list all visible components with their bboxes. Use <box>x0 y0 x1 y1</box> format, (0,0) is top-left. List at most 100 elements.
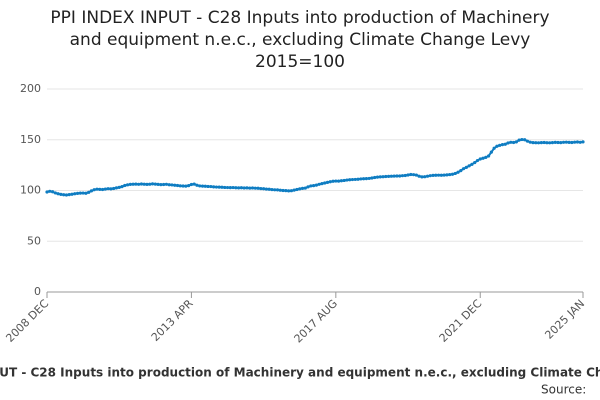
data-point <box>520 137 524 142</box>
data-point <box>434 173 438 177</box>
data-point <box>314 183 318 187</box>
data-point <box>264 187 268 191</box>
data-point <box>328 180 332 184</box>
data-point <box>248 186 252 190</box>
data-point <box>228 186 232 190</box>
data-point <box>481 156 485 160</box>
legend-label: PPI INDEX INPUT - C28 Inputs into produc… <box>0 366 600 380</box>
data-point <box>139 182 144 186</box>
data-point <box>259 186 263 191</box>
data-point <box>553 140 557 144</box>
data-point <box>478 157 482 161</box>
data-point <box>370 176 374 180</box>
data-point <box>353 177 357 182</box>
y-tick-label: 100 <box>20 184 41 197</box>
data-point <box>431 173 435 177</box>
data-point <box>459 169 463 173</box>
data-point <box>523 138 527 142</box>
data-point <box>331 179 335 183</box>
data-point <box>517 138 521 142</box>
data-point <box>581 140 585 144</box>
data-point <box>73 192 77 196</box>
data-point <box>398 174 402 178</box>
data-point <box>170 183 174 187</box>
series-line <box>46 138 584 196</box>
data-point <box>262 187 266 191</box>
data-point <box>378 175 382 179</box>
data-point <box>509 140 513 144</box>
x-tick-label: 2025 JAN <box>542 297 587 342</box>
data-point <box>145 182 149 187</box>
data-point <box>514 140 518 144</box>
data-point <box>548 141 552 145</box>
data-point <box>375 175 380 179</box>
data-point <box>564 140 568 144</box>
data-point <box>189 182 194 187</box>
data-point <box>275 188 280 192</box>
data-point <box>534 141 538 145</box>
data-point <box>250 186 255 190</box>
data-point <box>389 174 393 178</box>
data-point <box>192 182 196 186</box>
data-point <box>367 176 371 181</box>
data-point <box>223 185 227 190</box>
data-point <box>156 182 160 187</box>
data-point <box>334 179 338 183</box>
data-point <box>81 191 85 195</box>
data-point <box>295 187 299 192</box>
data-point <box>89 189 94 193</box>
data-point <box>570 140 574 145</box>
data-point <box>559 140 563 145</box>
data-point <box>439 173 443 177</box>
data-point <box>287 189 291 193</box>
data-point <box>59 192 63 196</box>
data-point <box>450 172 455 176</box>
data-point <box>137 182 141 186</box>
data-point <box>281 188 285 193</box>
data-point <box>498 143 502 147</box>
x-tick-label: 2021 DEC <box>437 297 485 345</box>
data-point <box>289 189 293 193</box>
data-point <box>503 142 507 146</box>
data-point <box>489 150 493 154</box>
data-point <box>162 182 166 187</box>
data-point <box>470 162 474 166</box>
data-point <box>436 173 441 177</box>
data-point <box>456 170 460 174</box>
data-point <box>242 186 246 190</box>
data-point <box>428 174 432 178</box>
data-point <box>545 141 549 145</box>
data-point <box>395 174 399 178</box>
data-point <box>445 173 449 177</box>
data-point <box>317 182 321 186</box>
data-point <box>120 185 124 189</box>
data-point <box>125 183 130 187</box>
data-point <box>278 188 282 192</box>
data-point <box>567 140 571 144</box>
data-point <box>528 140 532 144</box>
data-point <box>256 186 260 190</box>
data-point <box>253 186 257 190</box>
data-point <box>214 185 219 189</box>
chart-title: PPI INDEX INPUT - C28 Inputs into produc… <box>50 8 549 28</box>
data-point <box>167 183 171 187</box>
data-point <box>575 140 580 144</box>
data-point <box>539 140 543 145</box>
data-point <box>70 192 74 196</box>
data-point <box>542 140 546 145</box>
data-point <box>225 185 230 190</box>
data-point <box>273 188 277 192</box>
data-point <box>78 191 82 195</box>
data-point <box>359 177 363 181</box>
data-point <box>320 181 324 186</box>
data-point <box>209 184 213 189</box>
chart-title: and equipment n.e.c., excluding Climate … <box>70 30 531 50</box>
data-point <box>123 183 127 188</box>
data-point <box>53 191 57 195</box>
data-point <box>92 188 96 192</box>
y-tick-label: 150 <box>20 133 41 146</box>
data-point <box>392 174 396 178</box>
data-point <box>350 177 355 182</box>
data-point <box>175 183 180 188</box>
